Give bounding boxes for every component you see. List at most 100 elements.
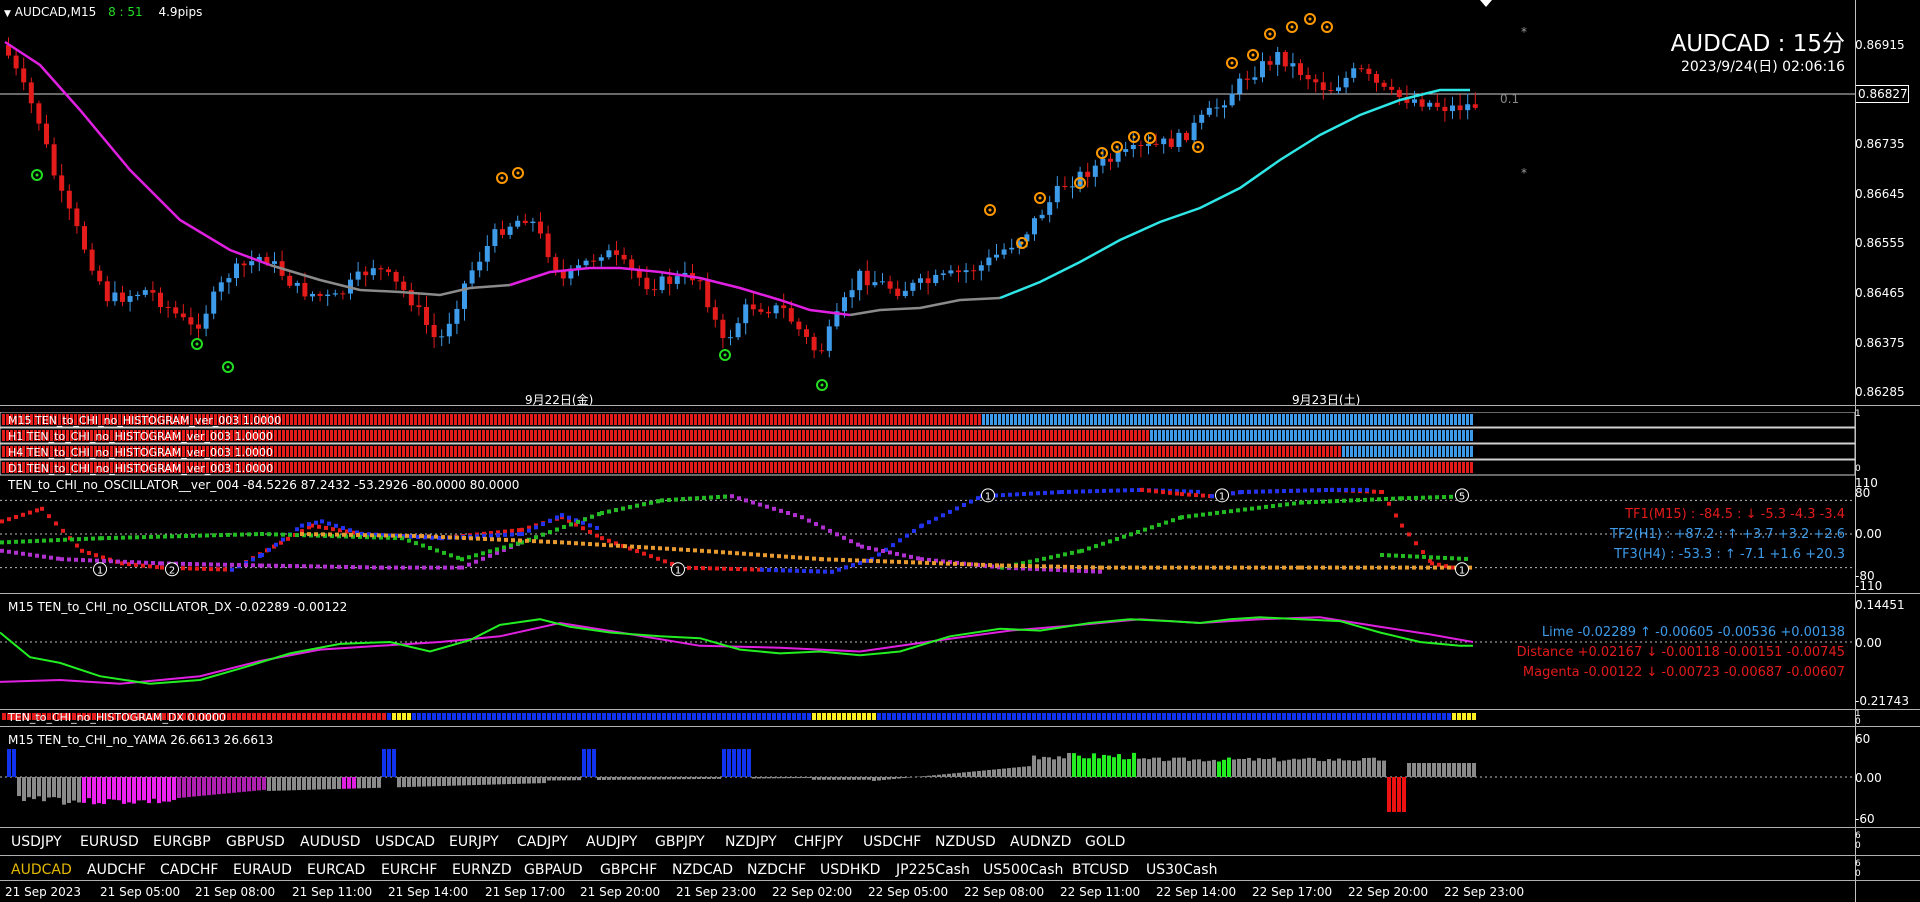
- symbol-tab-eurnzd[interactable]: EURNZD: [452, 862, 512, 878]
- symbol-tab-us30cash[interactable]: US30Cash: [1146, 862, 1218, 878]
- symbol-tab-nzdcad[interactable]: NZDCAD: [672, 862, 733, 878]
- yama-bar: [932, 775, 936, 777]
- symbol-tab-gbpjpy[interactable]: GBPJPY: [655, 834, 705, 850]
- symbol-tab-audchf[interactable]: AUDCHF: [87, 862, 146, 878]
- oscillator-dot: [1377, 497, 1381, 502]
- histogram-bar: [90, 414, 93, 425]
- histogram-bar: [1254, 414, 1257, 425]
- symbol-tab-gbpchf[interactable]: GBPCHF: [600, 862, 658, 878]
- histogram-bar: [1122, 414, 1125, 425]
- histogram-bar: [1002, 446, 1005, 457]
- histogram-bar: [870, 430, 873, 441]
- histogram-bar: [206, 430, 209, 441]
- histogram-bar: [882, 462, 885, 473]
- shift-marker-icon[interactable]: [1480, 0, 1492, 7]
- histdx-bar: [1112, 713, 1116, 720]
- symbol-tab-eurgbp[interactable]: EURGBP: [153, 834, 211, 850]
- histdx-panel[interactable]: TEN_to_CHI_no_HISTOGRAM_DX 0.0000: [0, 710, 1855, 725]
- histogram-bar: [894, 462, 897, 473]
- candle: [454, 300, 460, 335]
- oscillator-dot: [858, 560, 862, 565]
- dx-panel[interactable]: M15 TEN_to_CHI_no_OSCILLATOR_DX -0.02289…: [0, 594, 1855, 709]
- oscillator-dot: [791, 555, 795, 560]
- symbol-tab-usdcad[interactable]: USDCAD: [375, 834, 436, 850]
- histogram-bar: [106, 446, 109, 457]
- histogram-bar: [766, 430, 769, 441]
- histogram-bar: [1042, 414, 1045, 425]
- histogram-bar: [314, 414, 317, 425]
- oscillator-dot: [1021, 561, 1025, 566]
- symbol-tab-nzdchf[interactable]: NZDCHF: [747, 862, 807, 878]
- symbol-tab-eurcad[interactable]: EURCAD: [307, 862, 366, 878]
- yama-bar: [182, 777, 186, 798]
- yama-bar: [102, 777, 106, 805]
- histogram-bar: [774, 430, 777, 441]
- symbol-tab-audjpy[interactable]: AUDJPY: [586, 834, 638, 850]
- histogram-bar: [558, 430, 561, 441]
- symbol-tab-euraud[interactable]: EURAUD: [233, 862, 292, 878]
- symbol-tab-us500cash[interactable]: US500Cash: [983, 862, 1064, 878]
- symbol-tab-gbpaud[interactable]: GBPAUD: [524, 862, 583, 878]
- oscillator-dot: [267, 563, 271, 568]
- yama-bar: [862, 777, 866, 780]
- oscillator-dot: [1198, 565, 1202, 570]
- histogram-bar: [50, 462, 53, 473]
- symbol-tab-eurchf[interactable]: EURCHF: [381, 862, 438, 878]
- histdx-bar: [1062, 713, 1066, 720]
- main-chart-panel[interactable]: ▼ AUDCAD,M15 8 : 51 4.9pips AUDCAD : 15分…: [0, 0, 1855, 407]
- symbol-tab-eurusd[interactable]: EURUSD: [80, 834, 139, 850]
- candle: [849, 278, 855, 308]
- histogram-bar: [726, 462, 729, 473]
- symbol-tab-chfjpy[interactable]: CHFJPY: [794, 834, 844, 850]
- candle: [74, 202, 80, 234]
- histogram-bar: [750, 462, 753, 473]
- symbol-tab-gbpusd[interactable]: GBPUSD: [226, 834, 285, 850]
- symbol-tab-jp225cash[interactable]: JP225Cash: [896, 862, 970, 878]
- symbol-tab-cadchf[interactable]: CADCHF: [160, 862, 219, 878]
- symbol-tab-audnzd[interactable]: AUDNZD: [1010, 834, 1072, 850]
- histogram-bar: [846, 414, 849, 425]
- histogram-bar: [482, 446, 485, 457]
- histogram-bar: [142, 430, 145, 441]
- oscillator-dot: [94, 553, 98, 558]
- histogram-stack[interactable]: M15 TEN_to_CHI_no_HISTOGRAM_ver_003 1.00…: [0, 412, 1855, 476]
- candle: [819, 343, 825, 354]
- histogram-bar: [598, 430, 601, 441]
- symbol-tab-usdchf[interactable]: USDCHF: [863, 834, 922, 850]
- price-scale[interactable]: 0.86915 0.86735 0.86645 0.86555 0.86465 …: [1855, 0, 1920, 405]
- symbol-tab-audcad[interactable]: AUDCAD: [11, 862, 72, 878]
- histogram-bar: [478, 462, 481, 473]
- oscillator-dot: [489, 531, 493, 536]
- histogram-bar: [226, 430, 229, 441]
- histogram-bar: [1138, 430, 1141, 441]
- candle: [431, 313, 437, 348]
- symbol-tab-btcusd[interactable]: BTCUSD: [1072, 862, 1130, 878]
- histdx-scale-bottom: 0: [1855, 717, 1861, 727]
- histogram-bar: [670, 446, 673, 457]
- oscillator-dot: [123, 559, 127, 564]
- histdx-bar: [122, 713, 126, 720]
- candlestick-chart[interactable]: [0, 0, 1855, 405]
- yama-panel[interactable]: M15 TEN_to_CHI_no_YAMA 26.6613 26.6613: [0, 727, 1855, 827]
- histogram-bar: [1458, 414, 1461, 425]
- oscillator-dot: [281, 532, 285, 537]
- symbol-tab-cadjpy[interactable]: CADJPY: [517, 834, 568, 850]
- oscillator-dot: [763, 553, 767, 558]
- symbol-tab-audusd[interactable]: AUDUSD: [300, 834, 361, 850]
- oscillator-dot: [867, 546, 871, 551]
- symbol-tab-gold[interactable]: GOLD: [1085, 834, 1126, 850]
- histogram-bar: [22, 446, 25, 457]
- symbol-tab-eurjpy[interactable]: EURJPY: [449, 834, 499, 850]
- yama-bar: [832, 777, 836, 780]
- symbol-tab-nzdjpy[interactable]: NZDJPY: [725, 834, 777, 850]
- histogram-bar: [1318, 462, 1321, 473]
- symbol-tab-usdhkd[interactable]: USDHKD: [820, 862, 881, 878]
- symbol-tab-usdjpy[interactable]: USDJPY: [11, 834, 62, 850]
- collapse-triangle-icon[interactable]: ▼: [4, 9, 11, 19]
- histogram-bar: [1210, 414, 1213, 425]
- symbol-tab-nzdusd[interactable]: NZDUSD: [935, 834, 996, 850]
- histdx-bar: [242, 713, 246, 720]
- oscillator-dot: [595, 525, 599, 530]
- yama-bar: [1247, 757, 1251, 777]
